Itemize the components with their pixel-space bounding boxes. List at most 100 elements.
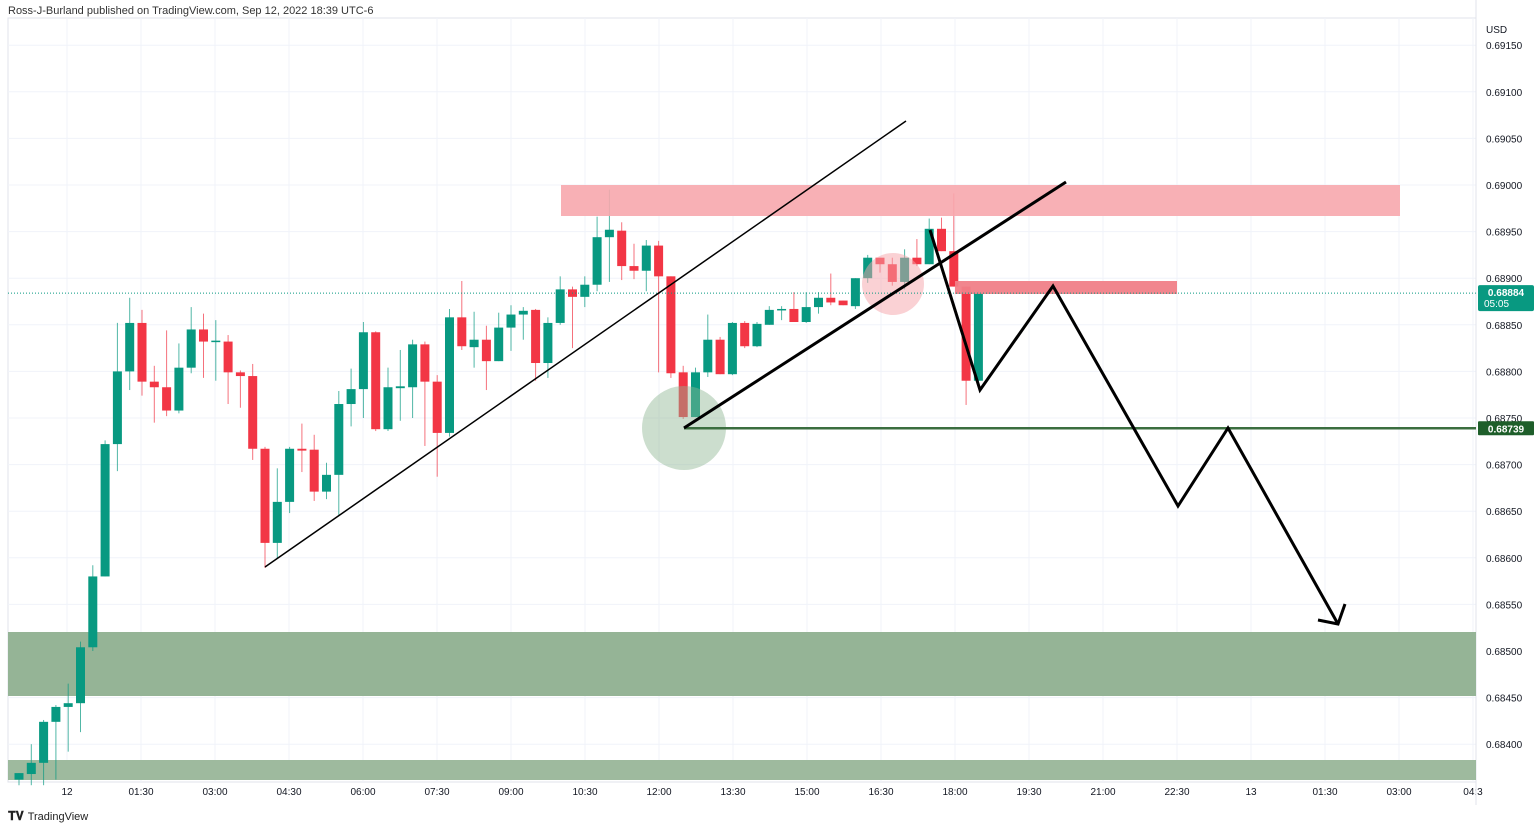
tradingview-logo-icon: 𝐓𝐕 xyxy=(8,809,24,823)
candle-body xyxy=(174,367,184,411)
candle-body xyxy=(199,329,208,342)
candle-body xyxy=(297,448,307,451)
tradingview-footer[interactable]: 𝐓𝐕 TradingView xyxy=(8,809,88,824)
candle-body xyxy=(149,381,159,388)
candle-body xyxy=(973,293,983,381)
candle-body xyxy=(432,381,442,433)
trendline-1 xyxy=(264,120,907,568)
x-tick-label: 21:00 xyxy=(1090,787,1115,798)
y-tick-label: 0.68550 xyxy=(1486,600,1523,611)
x-tick-label: 12:00 xyxy=(646,787,671,798)
y-tick-label: 0.68950 xyxy=(1486,228,1523,239)
candle-body xyxy=(137,322,147,382)
last-price-value: 0.68884 xyxy=(1488,288,1525,299)
candle-body xyxy=(100,444,110,577)
candle-body xyxy=(678,372,688,418)
level-value: 0.68739 xyxy=(1488,424,1525,435)
candle-body xyxy=(740,322,750,347)
candle-body xyxy=(764,309,774,325)
brand-label: TradingView xyxy=(27,810,89,823)
trendline-2 xyxy=(683,180,1067,430)
candle-body xyxy=(186,329,196,368)
candle-body xyxy=(334,404,344,475)
candle-body xyxy=(125,322,135,372)
candle-body xyxy=(801,307,811,323)
currency-label: USD xyxy=(1486,25,1507,36)
price-chart[interactable]: 0.69150 0.69100 0.69050 0.69000 0.68950 0.689… xyxy=(0,0,1536,805)
candle-body xyxy=(162,387,172,411)
candle-body xyxy=(850,278,860,307)
x-tick-label: 12 xyxy=(61,787,73,798)
candle-body xyxy=(506,314,516,328)
candle-body xyxy=(322,474,331,492)
candle-body xyxy=(727,322,737,375)
candle-body xyxy=(26,762,36,775)
candle-body xyxy=(14,773,24,780)
candle-body xyxy=(408,344,418,388)
last-price-badge xyxy=(1478,285,1534,312)
y-tick-label: 0.69150 xyxy=(1486,41,1523,52)
candle-body xyxy=(789,308,799,323)
candle-body xyxy=(51,706,61,722)
x-tick-label: 15:00 xyxy=(794,787,819,798)
x-tick-label: 10:30 xyxy=(572,787,597,798)
x-tick-label: 16:30 xyxy=(868,787,893,798)
y-tick-label: 0.68500 xyxy=(1486,647,1523,658)
resistance-zone xyxy=(561,185,1400,216)
candle-body xyxy=(445,317,454,433)
y-tick-label: 0.68650 xyxy=(1486,507,1523,518)
candle-body xyxy=(457,317,467,347)
candle-body xyxy=(235,372,245,377)
candle-body xyxy=(826,297,836,303)
candle-body xyxy=(666,276,676,374)
x-tick-label: 06:00 xyxy=(350,787,375,798)
candle-body xyxy=(88,576,98,648)
candle-body xyxy=(371,332,381,430)
candle-body xyxy=(777,308,787,311)
candle-body xyxy=(211,340,221,343)
candle-body xyxy=(285,448,295,502)
x-tick-label: 01:30 xyxy=(128,787,153,798)
support-zone-lower xyxy=(8,760,1476,780)
y-tick-label: 0.68900 xyxy=(1486,274,1523,285)
candle-body xyxy=(346,389,356,405)
y-tick-label: 0.68800 xyxy=(1486,367,1523,378)
candle-body xyxy=(949,251,959,287)
candle-body xyxy=(814,297,823,308)
y-tick-label: 0.68750 xyxy=(1486,414,1523,425)
candle-body xyxy=(629,266,639,271)
candle-body xyxy=(112,371,122,445)
bar-countdown: 05:05 xyxy=(1484,299,1509,310)
x-tick-label: 22:30 xyxy=(1164,787,1189,798)
x-tick-label: 13:30 xyxy=(720,787,745,798)
x-tick-label: 03:00 xyxy=(1386,787,1411,798)
x-tick-label: 03:00 xyxy=(202,787,227,798)
level-badge xyxy=(1478,421,1534,436)
candle-body xyxy=(63,703,73,707)
candle-body xyxy=(469,339,479,348)
y-tick-label: 0.69100 xyxy=(1486,88,1523,99)
x-tick-label: 18:00 xyxy=(942,787,967,798)
candle-body xyxy=(912,257,922,265)
candle-body xyxy=(617,230,627,267)
candle-body xyxy=(555,289,565,323)
y-tick-label: 0.68850 xyxy=(1486,321,1523,332)
candle-body xyxy=(260,448,270,543)
resistance-zone-minor xyxy=(955,281,1177,294)
candle-body xyxy=(481,339,491,362)
candle-body xyxy=(248,376,258,449)
x-tick-label: 07:30 xyxy=(424,787,449,798)
candle-body xyxy=(518,310,528,315)
y-tick-label: 0.68400 xyxy=(1486,740,1523,751)
y-tick-label: 0.69000 xyxy=(1486,181,1523,192)
x-tick-label: 19:30 xyxy=(1016,787,1041,798)
candle-body xyxy=(703,339,713,373)
candle-body xyxy=(543,322,553,364)
candle-body xyxy=(752,323,762,347)
candle-body xyxy=(604,229,614,238)
x-tick-label: 13 xyxy=(1245,787,1257,798)
candle-body xyxy=(580,284,590,297)
candle-body xyxy=(358,332,368,390)
candle-body xyxy=(494,327,504,362)
candle-body xyxy=(924,228,934,265)
